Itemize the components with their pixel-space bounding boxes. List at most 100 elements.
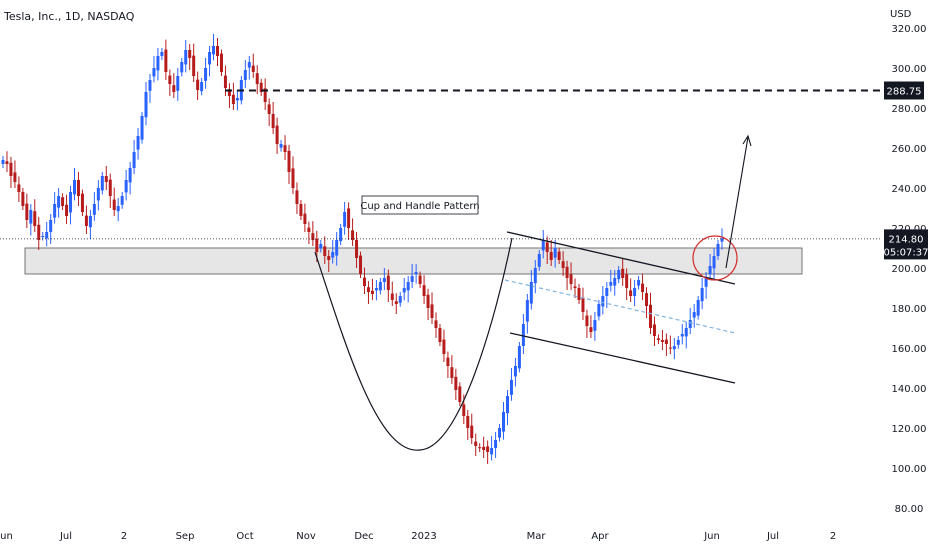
candle-body <box>172 85 176 92</box>
channel-mid-line <box>504 279 736 334</box>
candle-body <box>184 50 188 65</box>
candle-body <box>188 50 192 58</box>
y-tick-label: 320.00 <box>892 24 927 35</box>
candle-body <box>128 168 132 183</box>
x-tick-label: Nov <box>296 531 316 542</box>
candle-body <box>303 213 307 224</box>
candle-body <box>311 233 315 240</box>
candle-body <box>339 228 343 242</box>
candle-body <box>295 190 299 204</box>
candle-body <box>565 266 569 278</box>
candle-body <box>656 338 660 340</box>
x-tick-label: 2 <box>121 531 127 542</box>
candle-body <box>76 180 80 196</box>
candle-body <box>112 199 116 210</box>
candle-body <box>394 301 398 304</box>
candle-body <box>366 287 370 292</box>
candle-body <box>382 278 386 282</box>
candle-body <box>446 357 450 366</box>
candle-body <box>676 340 680 345</box>
candle-body <box>9 162 13 176</box>
candle-body <box>343 212 347 227</box>
candle-body <box>5 161 9 164</box>
candle-body <box>410 276 414 282</box>
candle-body <box>104 176 108 182</box>
y-tick-label: 300.00 <box>892 64 927 75</box>
candle-body <box>486 446 490 452</box>
support-zone-rect <box>24 247 803 275</box>
annotation-box <box>361 195 479 215</box>
x-tick-label: 2 <box>830 531 836 542</box>
price-badges: 288.75 214.80 05:07:37 <box>884 81 929 260</box>
candle-body <box>235 98 239 101</box>
candle-body <box>267 104 271 114</box>
candle-body <box>216 46 220 56</box>
candle-body <box>196 79 200 90</box>
candle-body <box>617 270 621 280</box>
last-price-badge-text: 214.80 <box>889 234 924 245</box>
candle-body <box>100 176 104 191</box>
candle-body <box>386 275 390 290</box>
x-tick-label: Jul <box>59 531 72 542</box>
candle-body <box>505 396 509 414</box>
candle-body <box>613 278 617 286</box>
candle-body <box>287 150 291 172</box>
cup-curve <box>314 237 513 451</box>
candle-body <box>96 188 100 201</box>
chart-symbol-title: Tesla, Inc., 1D, NASDAQ <box>4 10 135 23</box>
candle-body <box>335 240 339 256</box>
x-tick-label: 2023 <box>411 531 436 542</box>
candle-body <box>291 168 295 188</box>
candle-body <box>537 254 541 267</box>
candle-body <box>700 288 704 302</box>
candle-body <box>597 304 601 317</box>
x-tick-label: Oct <box>236 531 253 542</box>
candle-body <box>549 252 553 260</box>
candle-body <box>672 346 676 350</box>
candle-body <box>279 144 283 148</box>
candle-body <box>1 160 5 164</box>
candle-body <box>704 278 708 287</box>
candle-body <box>601 296 605 307</box>
candle-body <box>414 272 418 274</box>
candle-body <box>168 75 172 84</box>
y-tick-label: 100.00 <box>892 464 927 475</box>
candle-body <box>648 304 652 328</box>
candle-body <box>533 268 537 284</box>
candle-body <box>637 280 641 286</box>
x-tick-label: Jun <box>0 531 13 542</box>
annotation-text: Cup and Handle Pattern <box>360 201 479 212</box>
target-price-badge <box>884 81 924 100</box>
candles <box>1 34 724 464</box>
countdown-badge-text: 05:07:37 <box>884 247 929 258</box>
candle-body <box>323 246 327 256</box>
candle-body <box>355 240 359 258</box>
candle-body <box>73 180 77 195</box>
candle-body <box>652 324 656 336</box>
candle-body <box>684 328 688 337</box>
candle-body <box>466 416 470 428</box>
y-tick-label: 120.00 <box>892 424 927 435</box>
candle-body <box>621 268 625 278</box>
x-tick-label: Apr <box>591 531 609 542</box>
candle-body <box>263 88 267 102</box>
target-price-badge-text: 288.75 <box>887 87 922 98</box>
x-tick-label: Jun <box>703 531 720 542</box>
candle-body <box>140 116 144 140</box>
candle-body <box>378 282 382 291</box>
candle-body <box>370 290 374 294</box>
y-axis: 320.00300.00280.00260.00240.00220.00200.… <box>892 24 927 515</box>
candle-body <box>21 192 25 206</box>
candle-body <box>633 288 637 296</box>
candle-body <box>660 340 664 342</box>
candle-body <box>251 65 255 72</box>
candle-body <box>319 244 323 249</box>
candle-body <box>176 76 180 91</box>
candle-body <box>418 275 422 284</box>
candle-body <box>80 193 84 212</box>
candle-body <box>45 232 49 239</box>
projection-arrow-line <box>725 136 749 269</box>
pattern-lines <box>0 89 882 451</box>
candle-body <box>609 282 613 286</box>
